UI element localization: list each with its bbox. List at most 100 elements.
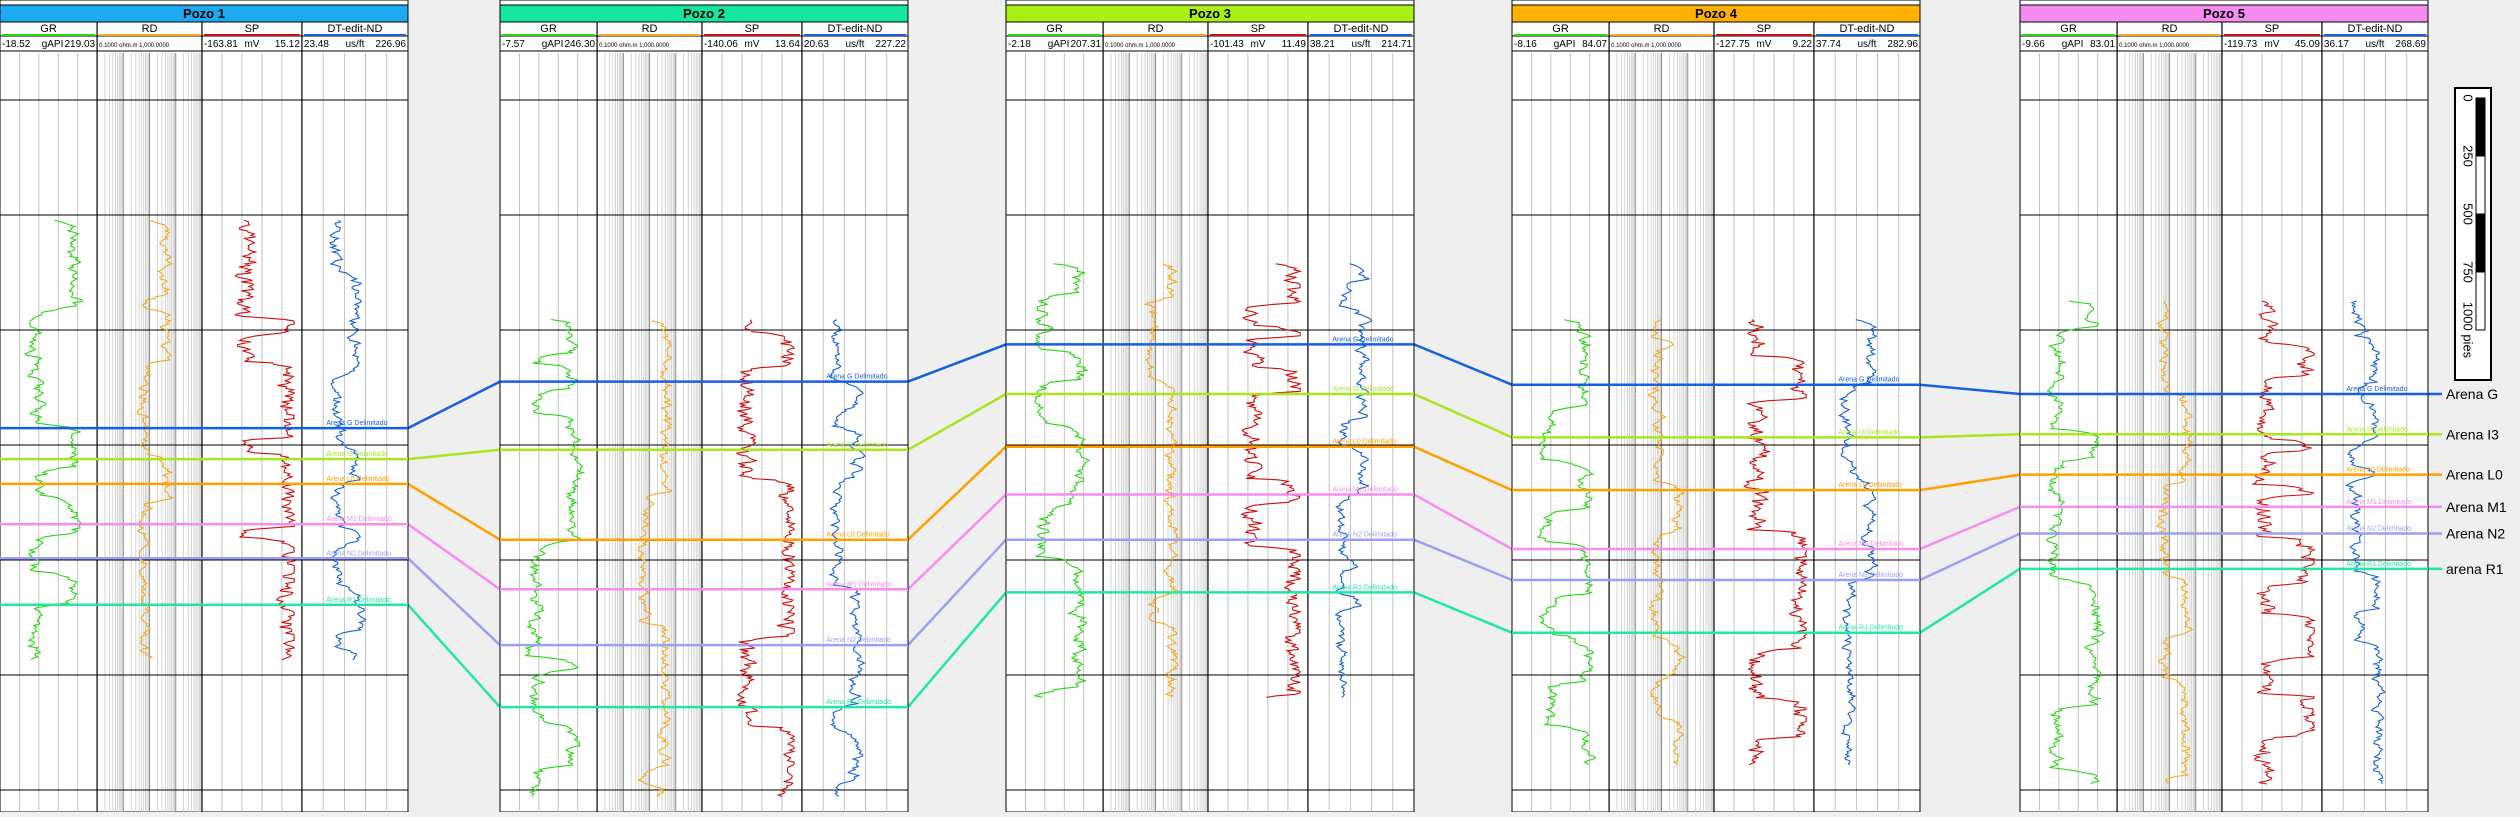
rd-curve	[2155, 300, 2194, 785]
well-5: Pozo 5 GR -9.66 gAPI 83.01 RD 0.1000 ohm.m 1,0…	[2019, 0, 2429, 813]
horizon-tag: Arena I3 Delimitado	[2346, 426, 2408, 433]
track-name: SP	[1757, 23, 1772, 35]
scale-min: -2.18	[1008, 39, 1031, 50]
scale-unit: gAPI	[1554, 39, 1576, 50]
rd-scale: 0.1000 ohm.m 1,000.0000	[1105, 43, 1176, 49]
track-name: RD	[142, 23, 158, 35]
depth-scale-segment	[2475, 271, 2486, 331]
track-name: RD	[1654, 23, 1670, 35]
track-name: SP	[1251, 23, 1266, 35]
rd-curve	[136, 219, 175, 661]
scale-max: 84.07	[1582, 39, 1607, 50]
correlation-line	[1919, 567, 2021, 634]
horizon-tag: Arena N2 Delimitado	[1838, 572, 1903, 579]
sp-curve	[233, 219, 297, 661]
horizon-tag: Arena L0 Delimitado	[2346, 467, 2410, 474]
sp-curve	[1240, 263, 1303, 698]
scale-max: 282.96	[1887, 39, 1918, 50]
correlation-line	[1413, 445, 1513, 492]
correlation-line	[1413, 538, 1513, 582]
gr-curve	[1536, 319, 1597, 766]
horizon-tag: Arena N2 Delimitado	[326, 550, 391, 557]
scale-min: 20.63	[804, 39, 829, 50]
scale-min: -127.75	[1716, 39, 1750, 50]
horizon-tag: Arena G Delimitado	[326, 420, 387, 427]
rd-curve	[636, 319, 674, 798]
well-3: Pozo 3 GR -2.18 gAPI 207.31 RD 0.1000 ohm.m 1,…	[1005, 0, 1415, 813]
scale-unit: mV	[244, 39, 259, 50]
horizon-tag: Arena N2 Delimitado	[1332, 532, 1397, 539]
scale-max: 268.69	[2395, 39, 2426, 50]
scale-max: 226.96	[375, 39, 406, 50]
rd-scale: 0.1000 ohm.m 1,000.0000	[2119, 43, 2190, 49]
depth-scale-tick: 500	[2461, 203, 2476, 225]
scale-max: 15.12	[275, 39, 300, 50]
dt-edit-nd-curve	[1837, 319, 1880, 766]
correlation-line	[407, 603, 501, 708]
horizon-tag: Arena I3 Delimitado	[826, 442, 888, 449]
scale-unit: us/ft	[2366, 39, 2385, 50]
correlation-line	[907, 445, 1007, 541]
correlation-line	[907, 392, 1007, 451]
scale-max: 227.22	[875, 39, 906, 50]
horizon-tag: Arena R1 Delimitado	[826, 699, 891, 706]
correlation-line	[1413, 591, 1513, 634]
well-2: Pozo 2 GR -7.57 gAPI 246.30 RD 0.1000 ohm.m 1,…	[499, 0, 909, 813]
gr-curve	[524, 319, 586, 797]
track-name: DT-edit-ND	[1333, 23, 1388, 35]
horizon-tag: Arena G Delimitado	[1332, 336, 1393, 343]
track-name: DT-edit-ND	[827, 23, 882, 35]
well-panel	[499, 0, 909, 813]
scale-unit: gAPI	[42, 39, 64, 50]
well-panel	[1005, 0, 1415, 813]
sp-curve	[1742, 319, 1809, 766]
correlation-line	[407, 557, 501, 647]
horizon-tag: Arena R1 Delimitado	[1332, 584, 1397, 591]
rd-scale: 0.1000 ohm.m 1,000.0000	[1611, 43, 1682, 49]
track-name: DT-edit-ND	[2347, 23, 2402, 35]
dt-edit-nd-curve	[828, 319, 866, 797]
track-name: GR	[40, 23, 57, 35]
correlation-line	[407, 482, 501, 541]
scale-unit: us/ft	[346, 39, 365, 50]
correlation-line	[907, 493, 1007, 591]
correlation-line	[907, 538, 1007, 646]
correlation-line	[407, 448, 501, 461]
scale-min: -9.66	[2022, 39, 2045, 50]
depth-scale-segment	[2475, 213, 2486, 273]
scale-min: -140.06	[704, 39, 738, 50]
scale-min: -18.52	[2, 39, 31, 50]
track-name: DT-edit-ND	[1839, 23, 1894, 35]
horizon-tag: Arena N2 Delimitado	[2346, 526, 2411, 533]
depth-scale-segment	[2475, 155, 2486, 215]
track-name: SP	[2265, 23, 2280, 35]
horizon-label: Arena M1	[2446, 499, 2507, 515]
correlation-line	[1413, 493, 1513, 551]
horizon-tag: Arena M1 Delimitado	[826, 581, 891, 588]
well-panel	[1511, 0, 1921, 813]
sp-curve	[2251, 300, 2317, 785]
scale-min: -101.43	[1210, 39, 1244, 50]
well-4: Pozo 4 GR -8.16 gAPI 84.07 RD 0.1000 ohm.m 1,0…	[1511, 0, 1921, 813]
horizon-label: arena R1	[2446, 561, 2504, 577]
scale-unit: us/ft	[846, 39, 865, 50]
horizon-tag: Arena L0 Delimitado	[826, 532, 890, 539]
track-name: RD	[642, 23, 658, 35]
correlation-line	[1919, 473, 2021, 492]
scale-min: 23.48	[304, 39, 329, 50]
horizon-tag: Arena M1 Delimitado	[2346, 499, 2411, 506]
gr-curve	[2044, 300, 2106, 785]
scale-unit: gAPI	[1048, 39, 1070, 50]
well-name: Pozo 4	[1695, 6, 1738, 21]
well-header	[2019, 4, 2429, 23]
horizon-tag: Arena I3 Delimitado	[1332, 386, 1394, 393]
depth-scale-tick: 750	[2461, 261, 2476, 283]
horizon-tag: Arena L0 Delimitado	[1332, 439, 1396, 446]
scale-unit: gAPI	[2062, 39, 2084, 50]
track-name: RD	[2162, 23, 2178, 35]
scale-min: 37.74	[1816, 39, 1841, 50]
horizon-tag: Arena I3 Delimitado	[326, 451, 388, 458]
rd-scale: 0.1000 ohm.m 1,000.0000	[99, 43, 170, 49]
dt-edit-nd-curve	[1334, 263, 1373, 698]
